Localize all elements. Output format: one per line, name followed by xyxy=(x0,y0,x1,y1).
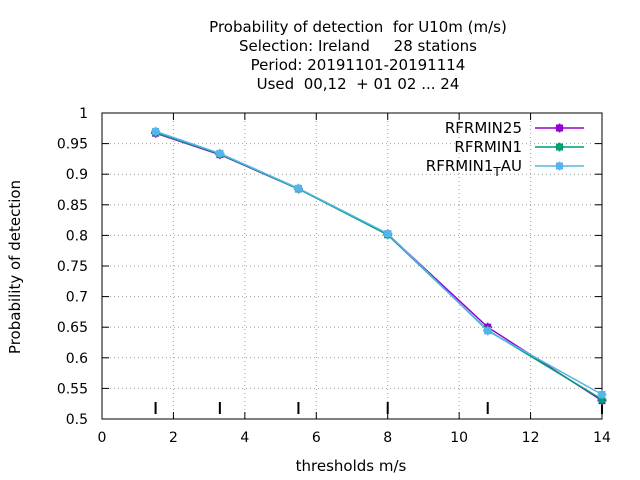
x-tick-label: 10 xyxy=(450,430,468,446)
legend-label: RFRMIN1TAU xyxy=(426,157,522,179)
data-point xyxy=(597,390,607,400)
legend-marker xyxy=(555,161,564,171)
x-tick-label: 8 xyxy=(383,430,392,446)
legend-label: RFRMIN1 xyxy=(454,138,522,156)
y-tick-label: 0.5 xyxy=(66,412,88,428)
x-tick-label: 2 xyxy=(169,430,178,446)
chart-title-line: Period: 20191101-20191114 xyxy=(251,56,466,74)
y-axis-ticks: 0.5 0.55 0.6 0.65 0.7 0.75 0.8 0.85 0.9 0.95 1 xyxy=(57,106,602,428)
chart-title-line: Probability of detection for U10m (m/s) xyxy=(209,18,507,36)
chart-title-line: Selection: Ireland 28 stations xyxy=(239,37,477,55)
x-tick-label: 12 xyxy=(522,430,540,446)
legend-entry: RFRMIN25 xyxy=(445,119,584,137)
threshold-marks xyxy=(154,402,603,414)
legend-marker xyxy=(555,142,564,152)
y-tick-label: 0.9 xyxy=(66,167,88,183)
x-tick-label: 0 xyxy=(98,430,107,446)
data-point xyxy=(215,148,225,158)
chart-title-line: Used 00,12 + 01 02 ... 24 xyxy=(257,75,460,93)
legend-entry: RFRMIN1TAU xyxy=(426,157,584,179)
series-lines xyxy=(151,126,607,406)
series-2 xyxy=(151,126,607,400)
series-0 xyxy=(151,128,607,406)
y-tick-label: 0.6 xyxy=(66,351,88,367)
y-tick-label: 0.95 xyxy=(57,137,88,153)
data-point xyxy=(151,126,161,136)
x-axis-label: thresholds m/s xyxy=(296,457,407,475)
legend-marker xyxy=(555,123,564,133)
y-tick-label: 0.75 xyxy=(57,259,88,275)
data-point xyxy=(383,229,393,239)
y-tick-label: 0.85 xyxy=(57,198,88,214)
x-tick-label: 6 xyxy=(312,430,321,446)
series-line xyxy=(155,132,603,402)
legend-label: RFRMIN25 xyxy=(445,119,522,137)
chart-title: Probability of detection for U10m (m/s)S… xyxy=(209,18,507,93)
x-tick-label: 14 xyxy=(593,430,611,446)
series-line xyxy=(155,130,603,396)
x-axis-ticks: 0 2 4 6 8 10 12 14 xyxy=(98,113,611,446)
legend-entry: RFRMIN1 xyxy=(454,138,584,156)
y-tick-label: 1 xyxy=(79,106,88,122)
x-tick-label: 4 xyxy=(240,430,249,446)
grid xyxy=(102,113,602,419)
y-axis-label: Probability of detection xyxy=(6,180,24,354)
y-tick-label: 0.65 xyxy=(57,320,88,336)
y-tick-label: 0.8 xyxy=(66,228,88,244)
data-point xyxy=(293,183,303,193)
y-tick-label: 0.55 xyxy=(57,381,88,397)
y-tick-label: 0.7 xyxy=(66,290,88,306)
data-point xyxy=(483,326,493,336)
